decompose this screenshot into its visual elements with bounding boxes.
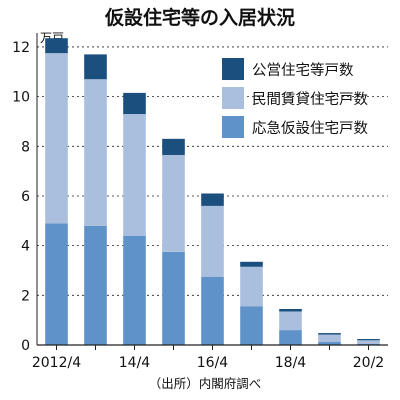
bar-segment — [123, 114, 146, 236]
bar-segment — [318, 342, 341, 345]
bar-segment — [240, 261, 263, 267]
legend-swatch — [222, 87, 244, 109]
bar-segment — [240, 266, 263, 307]
bars — [45, 38, 380, 345]
x-tick-label: 2012/4 — [32, 355, 81, 371]
bar-segment — [279, 311, 302, 331]
bar-segment — [201, 276, 224, 345]
bar-segment — [240, 306, 263, 345]
bar-segment — [162, 154, 185, 252]
x-tick-label: 20/2 — [353, 355, 384, 371]
bar-segment — [357, 339, 380, 341]
x-tick-label: 18/4 — [275, 355, 307, 371]
y-tick-label: 10 — [12, 90, 30, 106]
bar-segment — [45, 38, 68, 54]
x-tick-label: 14/4 — [119, 355, 151, 371]
legend-label: 応急仮設住宅戸数 — [252, 120, 368, 137]
bar-segment — [279, 308, 302, 312]
y-tick-label: 8 — [21, 139, 30, 155]
y-tick-label: 2 — [21, 288, 30, 304]
bar-segment — [45, 223, 68, 345]
bar-segment — [84, 225, 107, 345]
bar-segment — [318, 333, 341, 335]
bar-segment — [318, 334, 341, 343]
bar-segment — [123, 92, 146, 114]
axes: 0 2 4 6 8 10 12 2012/4 14/4 16/4 18/4 20/2 — [12, 33, 388, 371]
bar-segment — [201, 193, 224, 206]
bar-segment — [357, 340, 380, 345]
bar-segment — [45, 53, 68, 224]
bar-segment — [201, 205, 224, 277]
bar-segment — [162, 251, 185, 345]
source-note: （出所）内閣府調べ — [149, 376, 262, 391]
y-tick-label: 6 — [21, 189, 30, 205]
bar-segment — [84, 79, 107, 226]
bar-segment — [162, 138, 185, 155]
legend-label: 公営住宅等戸数 — [252, 61, 354, 79]
bar-segment — [279, 330, 302, 345]
y-tick-label: 12 — [12, 40, 30, 56]
y-tick-label: 4 — [21, 239, 30, 255]
legend-swatch — [222, 116, 244, 138]
legend-swatch — [222, 58, 244, 80]
x-tick-label: 16/4 — [197, 355, 229, 371]
y-tick-label: 0 — [21, 338, 30, 354]
bar-segment — [123, 235, 146, 345]
legend-label: 民間賃貸住宅戸数 — [252, 91, 368, 108]
chart-title: 仮設住宅等の入居状況 — [104, 6, 295, 29]
bar-segment — [84, 54, 107, 80]
